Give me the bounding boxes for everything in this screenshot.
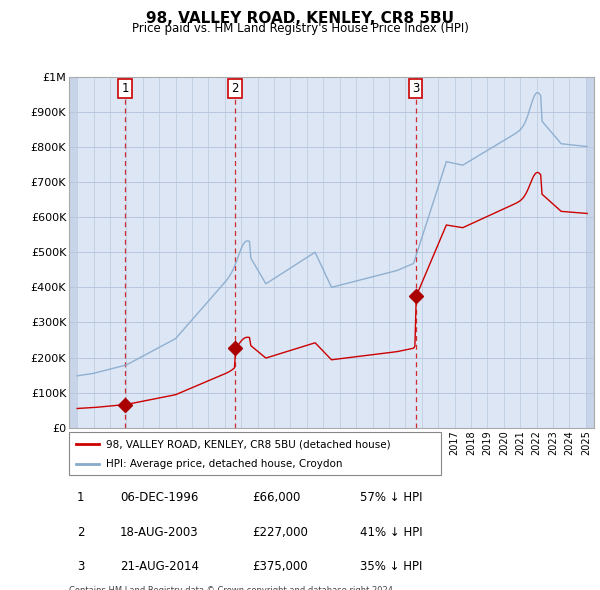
Bar [586,77,594,428]
Text: 98, VALLEY ROAD, KENLEY, CR8 5BU: 98, VALLEY ROAD, KENLEY, CR8 5BU [146,11,454,25]
Text: 1: 1 [77,491,84,504]
Text: 2: 2 [232,82,239,95]
Text: £375,000: £375,000 [252,560,308,573]
Text: 1: 1 [121,82,129,95]
Text: 3: 3 [412,82,419,95]
Text: 41% ↓ HPI: 41% ↓ HPI [360,526,422,539]
Text: 2: 2 [77,526,84,539]
Text: Price paid vs. HM Land Registry's House Price Index (HPI): Price paid vs. HM Land Registry's House … [131,22,469,35]
Text: HPI: Average price, detached house, Croydon: HPI: Average price, detached house, Croy… [106,460,343,469]
Text: 18-AUG-2003: 18-AUG-2003 [120,526,199,539]
Text: 98, VALLEY ROAD, KENLEY, CR8 5BU (detached house): 98, VALLEY ROAD, KENLEY, CR8 5BU (detach… [106,440,391,450]
Text: 35% ↓ HPI: 35% ↓ HPI [360,560,422,573]
Text: 3: 3 [77,560,84,573]
Text: £227,000: £227,000 [252,526,308,539]
Bar [69,77,77,428]
Text: 21-AUG-2014: 21-AUG-2014 [120,560,199,573]
Text: 57% ↓ HPI: 57% ↓ HPI [360,491,422,504]
Text: 06-DEC-1996: 06-DEC-1996 [120,491,199,504]
Text: £66,000: £66,000 [252,491,301,504]
Text: Contains HM Land Registry data © Crown copyright and database right 2024.
This d: Contains HM Land Registry data © Crown c… [69,586,395,590]
